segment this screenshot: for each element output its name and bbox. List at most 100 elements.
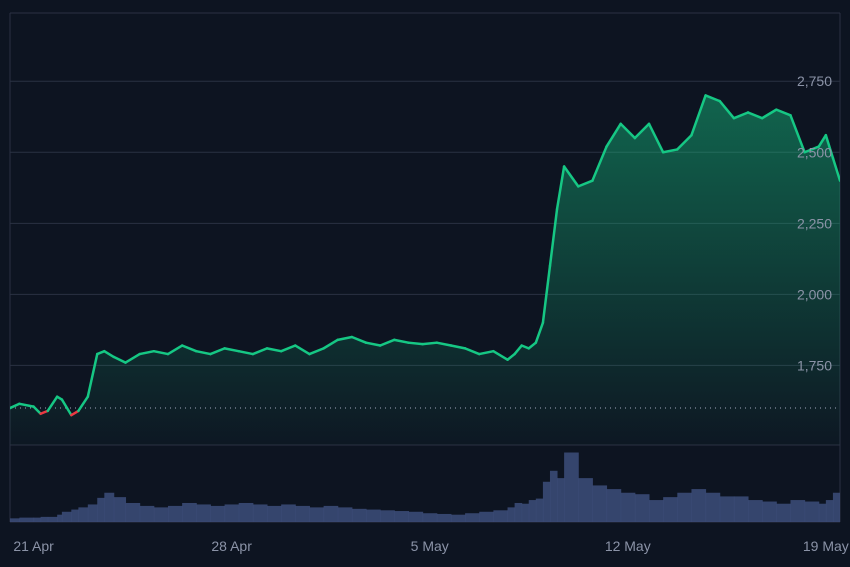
volume-bar — [61, 511, 72, 522]
price-line — [10, 94, 840, 417]
price-segment — [527, 341, 538, 350]
price-segment — [251, 347, 269, 356]
volume-bar — [776, 503, 791, 522]
price-segment — [39, 409, 49, 415]
price-segment — [803, 145, 821, 154]
volume-bar — [514, 502, 523, 522]
volume-bar — [634, 494, 650, 522]
price-segment — [86, 352, 99, 398]
volume-bar — [493, 510, 509, 522]
volume-bar — [677, 492, 692, 522]
volume-bar — [564, 452, 579, 522]
volume-bar — [825, 500, 834, 522]
volume-bar — [705, 492, 721, 522]
volume-bar — [10, 518, 20, 522]
price-segment — [661, 148, 679, 154]
price-segment — [209, 347, 226, 356]
price-segment — [704, 94, 721, 103]
volume-bar — [762, 501, 777, 522]
volume-bar — [71, 509, 79, 522]
x-tick-label: 19 May — [803, 538, 849, 554]
volume-bar — [394, 511, 409, 522]
price-segment — [18, 402, 35, 408]
volume-bar — [57, 514, 63, 522]
volume-bar — [790, 500, 806, 522]
price-segment — [633, 122, 651, 140]
price-segment — [223, 347, 240, 353]
price-segment — [378, 338, 396, 347]
price-segment — [591, 145, 608, 182]
price-segment — [746, 111, 764, 120]
volume-bar — [521, 503, 530, 522]
volume-bar — [542, 481, 551, 522]
volume-bar — [196, 504, 211, 522]
price-segment — [421, 341, 439, 346]
price-segment — [103, 349, 115, 359]
volume-bar — [87, 504, 98, 522]
price-segment — [555, 165, 566, 211]
volume-bar — [104, 492, 115, 522]
volume-bar — [479, 511, 494, 522]
price-segment — [817, 133, 828, 148]
price-segment — [718, 99, 736, 120]
price-segment — [364, 341, 382, 347]
volume-bar — [804, 501, 820, 522]
price-segment — [138, 349, 156, 356]
volume-bar — [719, 496, 735, 522]
volume-bar — [528, 500, 537, 522]
price-segment — [32, 405, 42, 415]
price-segment — [435, 341, 453, 347]
price-segment — [166, 344, 184, 356]
volume-bar — [295, 505, 310, 522]
price-segment — [647, 122, 665, 154]
price-segment — [393, 338, 410, 344]
volume-bar — [592, 485, 608, 522]
price-segment — [789, 114, 806, 154]
price-segment — [308, 347, 325, 356]
price-segment — [112, 355, 127, 364]
price-segment — [70, 409, 80, 417]
volume-bar — [97, 497, 105, 522]
volume-bar — [549, 470, 558, 522]
price-segment — [449, 344, 467, 350]
x-axis-ticks: 21 Apr 28 Apr 5 May 12 May 19 May — [13, 538, 848, 554]
price-segment — [195, 349, 212, 356]
price-segment — [605, 122, 622, 148]
volume-bar — [78, 507, 89, 522]
volume-bar — [210, 505, 226, 522]
price-segment — [513, 344, 523, 356]
volume-bar — [267, 505, 282, 522]
price-segment — [60, 398, 73, 417]
price-segment — [824, 133, 835, 160]
price-segment — [831, 156, 840, 182]
volume-bar — [153, 507, 169, 522]
volume-bar — [450, 514, 466, 522]
volume-bar — [380, 510, 395, 522]
price-segment — [10, 402, 21, 410]
volume-bar — [167, 505, 183, 522]
volume-bar — [309, 507, 325, 522]
x-tick-label: 12 May — [605, 538, 651, 554]
price-segment — [541, 264, 552, 325]
volume-bar — [748, 500, 763, 522]
volume-bar — [366, 509, 381, 522]
volume-bar — [733, 496, 749, 522]
volume-bar — [182, 502, 197, 522]
price-segment — [322, 338, 340, 350]
price-segment — [95, 349, 106, 356]
price-segment — [180, 344, 198, 353]
price-segment — [676, 133, 693, 151]
price-segment — [492, 349, 509, 361]
y-tick-label: 2,750 — [797, 73, 832, 89]
volume-bar — [818, 503, 827, 522]
price-segment — [152, 349, 170, 356]
price-area — [10, 95, 840, 445]
volume-bar — [535, 498, 544, 522]
volume-bar — [323, 505, 339, 522]
volume-bar — [422, 513, 438, 522]
volume-bar — [281, 504, 296, 522]
volume-bar — [113, 497, 127, 522]
y-axis-ticks: 1,750 2,000 2,250 2,500 2,750 — [797, 73, 832, 373]
price-segment — [477, 349, 495, 356]
